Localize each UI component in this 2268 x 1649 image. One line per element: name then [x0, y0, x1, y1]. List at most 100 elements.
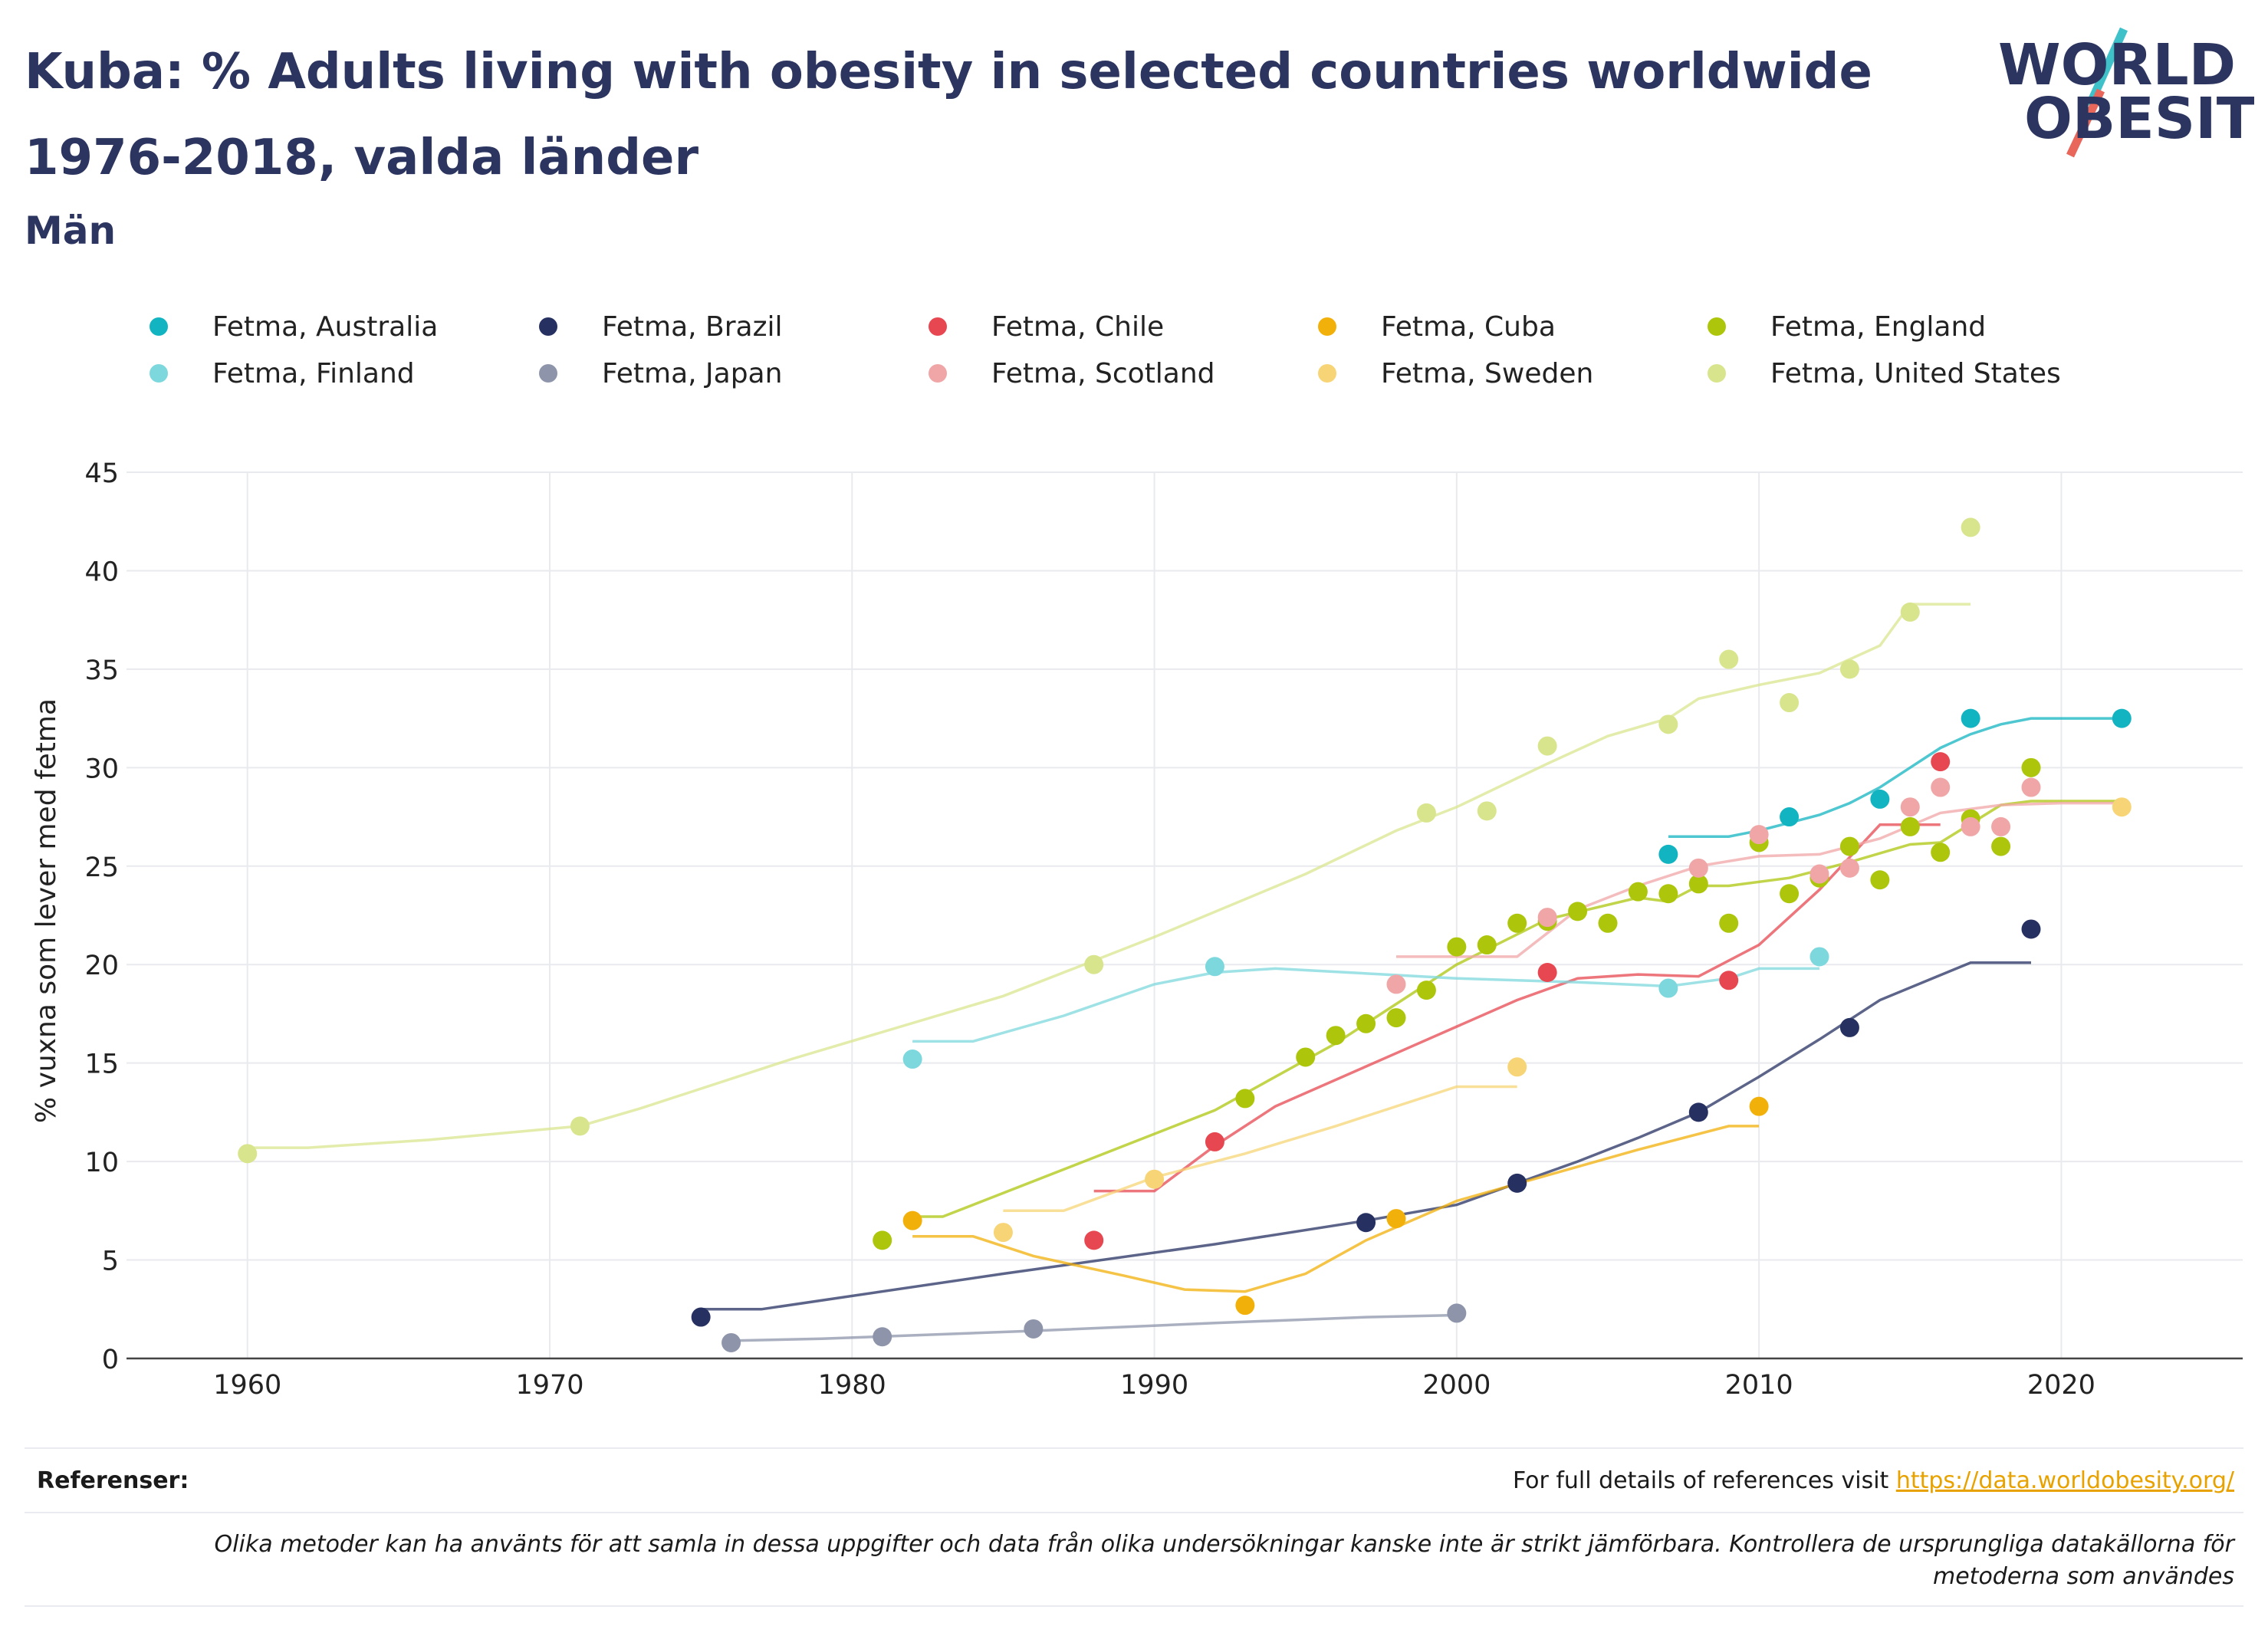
- trend-line-7: [1396, 801, 2122, 958]
- data-point-series-9: [1900, 602, 1920, 622]
- legend-item[interactable]: Fetma, Cuba: [1318, 304, 1556, 350]
- logo-text-world: WORLD: [1998, 32, 2236, 98]
- data-point-series-4: [1356, 1013, 1376, 1033]
- legend-label: Fetma, England: [1770, 310, 1987, 343]
- legend-item[interactable]: Fetma, United States: [1708, 350, 2061, 396]
- trend-line-9: [247, 603, 1971, 1149]
- legend-label: Fetma, Australia: [212, 310, 439, 343]
- data-point-series-6: [873, 1327, 892, 1347]
- data-point-series-4: [1235, 1089, 1255, 1109]
- legend-marker-icon: [150, 317, 168, 336]
- data-point-series-9: [1084, 954, 1104, 974]
- data-point-series-4: [1568, 902, 1588, 921]
- references-label: Referenser:: [37, 1467, 189, 1494]
- data-point-series-4: [1598, 913, 1618, 933]
- legend-label: Fetma, Sweden: [1381, 357, 1594, 389]
- legend-marker-icon: [539, 317, 557, 336]
- data-point-series-4: [2021, 757, 2041, 777]
- y-tick-label: 20: [84, 951, 119, 981]
- data-point-series-7: [1961, 816, 1980, 836]
- legend-label: Fetma, Brazil: [602, 310, 783, 343]
- legend-label: Fetma, Chile: [991, 310, 1165, 343]
- logo-graphic: WORLD OBESITY: [1998, 27, 2268, 158]
- legend-label: Fetma, Scotland: [991, 357, 1215, 389]
- x-tick-label: 2020: [2027, 1370, 2095, 1401]
- legend-item[interactable]: Fetma, England: [1708, 304, 1986, 350]
- chart-subtitle: Män: [25, 209, 117, 253]
- data-point-series-4: [1658, 884, 1678, 904]
- y-tick-label: 5: [102, 1247, 119, 1277]
- data-point-series-3: [1235, 1296, 1255, 1316]
- data-point-series-9: [570, 1116, 590, 1136]
- data-point-series-4: [1296, 1047, 1316, 1067]
- y-tick-label: 0: [102, 1345, 119, 1375]
- y-tick-label: 15: [84, 1050, 119, 1080]
- legend-item[interactable]: Fetma, Australia: [150, 304, 438, 350]
- data-point-series-4: [1447, 937, 1467, 957]
- data-point-series-4: [1477, 935, 1497, 955]
- trend-line-8: [1003, 1085, 1517, 1213]
- data-point-series-2: [1931, 752, 1951, 772]
- x-tick-label: 2000: [1422, 1370, 1491, 1401]
- legend-item[interactable]: Fetma, Japan: [539, 350, 782, 396]
- data-point-series-9: [1537, 736, 1557, 756]
- y-tick-label: 35: [84, 655, 119, 686]
- data-point-series-7: [1991, 816, 2011, 836]
- data-point-series-4: [1688, 874, 1708, 894]
- data-point-series-4: [1719, 913, 1739, 933]
- data-point-series-0: [1658, 844, 1678, 864]
- x-tick-label: 2010: [1725, 1370, 1793, 1401]
- data-point-series-2: [1084, 1230, 1104, 1250]
- legend-item[interactable]: Fetma, Sweden: [1318, 350, 1593, 396]
- data-point-series-7: [1537, 908, 1557, 928]
- legend-marker-icon: [929, 317, 947, 336]
- data-point-series-9: [1780, 693, 1800, 713]
- methodology-note: Olika metoder kan ha använts för att sam…: [214, 1531, 2234, 1590]
- data-point-series-4: [1991, 836, 2011, 856]
- data-point-series-7: [1900, 797, 1920, 817]
- data-point-series-3: [902, 1210, 922, 1230]
- legend-label: Fetma, Finland: [212, 357, 415, 389]
- trend-line-3: [912, 1125, 1760, 1293]
- references-link[interactable]: https://data.worldobesity.org/: [1895, 1467, 2234, 1494]
- data-points: [238, 517, 2132, 1352]
- legend-item[interactable]: Fetma, Chile: [929, 304, 1164, 350]
- data-point-series-1: [2021, 919, 2041, 939]
- data-point-series-9: [1961, 517, 1980, 537]
- data-point-series-0: [2112, 708, 2132, 728]
- legend-item[interactable]: Fetma, Finland: [150, 350, 415, 396]
- data-point-series-4: [1416, 981, 1436, 1000]
- data-point-series-6: [721, 1332, 741, 1352]
- data-point-series-3: [1749, 1096, 1769, 1116]
- y-tick-label: 25: [84, 852, 119, 883]
- data-point-series-4: [1628, 882, 1648, 902]
- x-tick-label: 1970: [515, 1370, 583, 1401]
- data-point-series-8: [2112, 797, 2132, 817]
- legend-label: Fetma, United States: [1770, 357, 2061, 389]
- y-tick-label: 45: [84, 458, 119, 489]
- data-point-series-4: [1326, 1026, 1346, 1046]
- trend-line-0: [1668, 717, 2122, 838]
- data-point-series-1: [1356, 1213, 1376, 1233]
- trend-lines: [247, 603, 2122, 1342]
- data-point-series-0: [1961, 708, 1980, 728]
- legend-item[interactable]: Fetma, Scotland: [929, 350, 1215, 396]
- data-point-series-0: [1870, 789, 1890, 809]
- data-point-series-8: [1507, 1057, 1527, 1077]
- y-tick-label: 30: [84, 754, 119, 784]
- data-point-series-6: [1447, 1303, 1467, 1323]
- references-text: For full details of references visit htt…: [1513, 1467, 2234, 1494]
- data-point-series-4: [1839, 836, 1859, 856]
- legend-label: Fetma, Japan: [602, 357, 783, 389]
- legend-label: Fetma, Cuba: [1381, 310, 1556, 343]
- y-tick-label: 40: [84, 557, 119, 587]
- y-axis-label: % vuxna som lever med fetma: [31, 698, 62, 1123]
- data-point-series-8: [1145, 1169, 1165, 1189]
- data-point-series-9: [1658, 714, 1678, 734]
- data-point-series-9: [1416, 803, 1436, 823]
- legend-marker-icon: [1318, 364, 1336, 383]
- data-point-series-4: [873, 1230, 892, 1250]
- data-point-series-9: [1719, 649, 1739, 669]
- data-point-series-9: [238, 1144, 258, 1164]
- legend-item[interactable]: Fetma, Brazil: [539, 304, 782, 350]
